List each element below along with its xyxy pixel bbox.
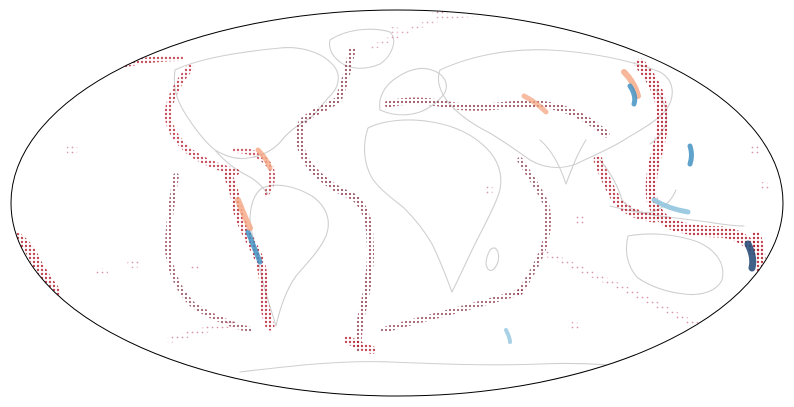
west-pacific-trench bbox=[640, 64, 756, 252]
cluster-indian-ocean bbox=[574, 216, 586, 224]
coastlines bbox=[174, 29, 763, 372]
depth-accents bbox=[14, 72, 753, 342]
north-american-west-coast bbox=[168, 68, 236, 172]
accent-navy-tonga bbox=[748, 244, 753, 268]
south-atlantic-south bbox=[348, 340, 372, 350]
southwest-indian-ridge bbox=[384, 292, 520, 330]
coastline-greenland bbox=[329, 29, 393, 68]
cluster-south-pacific-1 bbox=[127, 260, 141, 268]
cluster-central-pacific bbox=[96, 268, 108, 276]
cluster-pacific-east bbox=[750, 145, 762, 155]
cluster-hawaii bbox=[66, 145, 78, 155]
coastline-madagascar bbox=[486, 248, 499, 271]
accent-blue-philippines bbox=[690, 146, 692, 164]
cluster-east-africa bbox=[483, 184, 493, 196]
southern-pacific-ridge bbox=[170, 324, 232, 340]
coastline-africa bbox=[365, 120, 501, 292]
coastline-antarctica bbox=[240, 362, 660, 372]
cluster-north-atlantic bbox=[388, 27, 400, 33]
aleutian-arc bbox=[60, 58, 180, 82]
coastline-north-america bbox=[174, 48, 338, 159]
accent-blue-south-sandwich bbox=[506, 330, 510, 342]
cluster-pacific-far-east bbox=[759, 182, 769, 190]
andean-trench bbox=[228, 176, 270, 326]
central-indian-ridge bbox=[520, 160, 548, 292]
southeast-indian-ridge bbox=[542, 252, 742, 344]
western-arc-wrap bbox=[18, 238, 56, 292]
mid-atlantic-ridge bbox=[299, 50, 370, 348]
coastline-new-zealand bbox=[754, 272, 763, 300]
cluster-south-pacific-2 bbox=[191, 264, 201, 272]
alpide-belt bbox=[388, 101, 606, 134]
coastline-europe bbox=[380, 68, 447, 114]
cluster-south-indian bbox=[568, 322, 580, 330]
coastline-australia bbox=[626, 234, 722, 294]
accent-blue-east-asia bbox=[630, 86, 635, 104]
